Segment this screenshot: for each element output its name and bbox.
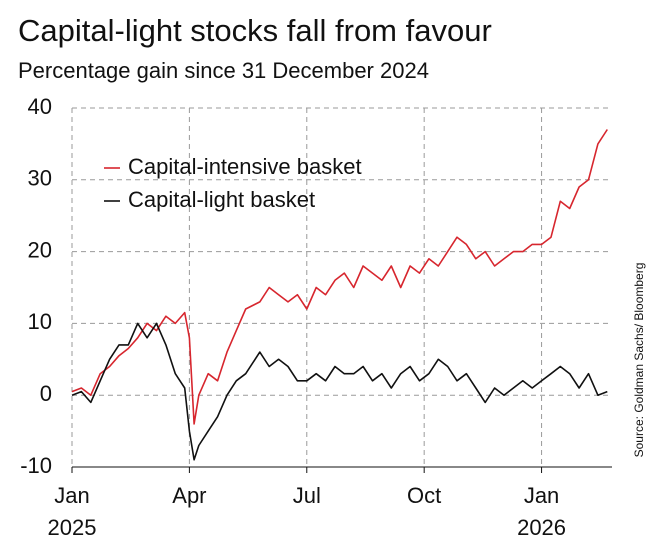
x-tick-label: Apr [172,483,206,508]
y-tick-label: 0 [40,381,52,406]
series-line [71,129,608,425]
chart-subtitle: Percentage gain since 31 December 2024 [18,58,429,83]
x-year-label: 2026 [517,515,566,540]
x-tick-label: Oct [407,483,441,508]
legend-label: Capital-light basket [128,187,315,212]
y-tick-label: 20 [28,237,52,262]
y-tick-label: -10 [20,453,52,478]
legend-label: Capital-intensive basket [128,154,362,179]
y-tick-label: 30 [28,166,52,191]
y-tick-label: 40 [28,94,52,119]
y-tick-label: 10 [28,309,52,334]
x-tick-label: Jan [524,483,559,508]
x-tick-label: Jan [54,483,89,508]
chart-title: Capital-light stocks fall from favour [18,13,492,48]
source-note: Source: Goldman Sachs/ Bloomberg [632,263,646,458]
x-year-label: 2025 [48,515,97,540]
x-tick-label: Jul [293,483,321,508]
series-line [71,322,608,461]
